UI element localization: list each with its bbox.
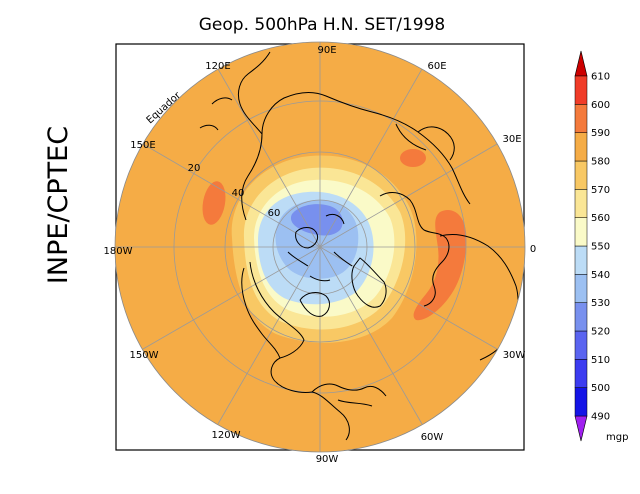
- colorbar-cell: [574, 330, 588, 360]
- colorbar-cell: [574, 75, 588, 105]
- colorbar-cell: [574, 274, 588, 303]
- colorbar-cell: [574, 245, 588, 275]
- lon-label-90e: 90E: [317, 45, 336, 56]
- coast-india-arabia: [395, 123, 455, 161]
- colorbar-cell: [574, 217, 588, 247]
- colorbar-label-570: 570: [591, 185, 610, 196]
- lon-label-30e: 30E: [502, 134, 521, 145]
- longitude-labels: 90E 60E 120E 30E 150E 180W 0 150W 30W 12…: [104, 45, 537, 465]
- colorbar-label-560: 560: [591, 213, 610, 224]
- colorbar-cell: [574, 387, 588, 417]
- coast-arctic-islands: [287, 213, 353, 282]
- lon-label-150w: 150W: [130, 350, 159, 361]
- coastlines: [199, 51, 519, 441]
- lon-label-90w: 90W: [316, 454, 339, 465]
- colorbar-label-490: 490: [591, 412, 610, 423]
- meridians: [115, 42, 525, 452]
- lat-label-60: 60: [268, 208, 281, 219]
- coast-greenland: [351, 257, 387, 308]
- lon-label-150e: 150E: [130, 140, 155, 151]
- lon-label-30w: 30W: [503, 350, 526, 361]
- colorbar-label-510: 510: [591, 355, 610, 366]
- lat-label-20: 20: [188, 163, 201, 174]
- colorbar-unit: mgp: [606, 432, 628, 443]
- colorbar-label-500: 500: [591, 383, 610, 394]
- colorbar-label-600: 600: [591, 100, 610, 111]
- coast-gulf-caribbean: [311, 383, 387, 407]
- lon-label-60e: 60E: [427, 61, 446, 72]
- coast-japan: [199, 97, 233, 131]
- coast-europe: [379, 192, 450, 307]
- lon-label-60w: 60W: [421, 432, 444, 443]
- colorbar: 490500510520530540550560570580590600610 …: [574, 50, 628, 443]
- coast-asia: [241, 91, 471, 221]
- lon-label-120e: 120E: [205, 61, 230, 72]
- colorbar-cell: [574, 302, 588, 332]
- colorbar-cell: [574, 132, 588, 162]
- colorbar-label-540: 540: [591, 270, 610, 281]
- colorbar-cell: [574, 359, 588, 388]
- colorbar-cell: [574, 189, 588, 218]
- geopotential-field: [115, 42, 525, 452]
- coast-hudson-bay: [299, 292, 330, 317]
- lon-label-180w: 180W: [104, 246, 133, 257]
- colorbar-label-530: 530: [591, 298, 610, 309]
- colorbar-label-550: 550: [591, 242, 610, 253]
- high-590-east: [413, 210, 467, 321]
- colorbar-label-610: 610: [591, 72, 610, 83]
- high-590-west: [202, 181, 226, 225]
- colorbar-bottom-arrow: [574, 415, 588, 442]
- map-disc-outline: [114, 41, 526, 453]
- coast-north-america: [241, 261, 350, 441]
- map-title: Geop. 500hPa H.N. SET/1998: [199, 15, 445, 35]
- colorbar-label-580: 580: [591, 157, 610, 168]
- colorbar-cell: [574, 160, 588, 190]
- lon-label-0: 0: [530, 244, 536, 255]
- colorbar-label-590: 590: [591, 128, 610, 139]
- lat-label-40: 40: [232, 188, 245, 199]
- colorbar-label-520: 520: [591, 327, 610, 338]
- colorbar-top-arrow: [574, 50, 588, 77]
- high-590-northeast: [400, 149, 426, 167]
- coast-east-asia: [237, 51, 271, 135]
- colorbar-cell: [574, 104, 588, 133]
- institution-label: INPE/CPTEC: [43, 126, 74, 284]
- lon-label-120w: 120W: [212, 430, 241, 441]
